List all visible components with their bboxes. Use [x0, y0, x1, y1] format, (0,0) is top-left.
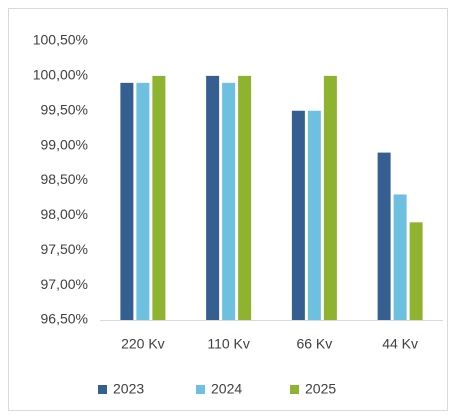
bar [323, 75, 337, 320]
bar [409, 222, 423, 320]
bar [377, 152, 391, 320]
legend-label: 2024 [211, 381, 242, 397]
legend-swatch [98, 385, 107, 394]
bar [222, 82, 236, 320]
x-tick-label: 110 Kv [207, 336, 250, 352]
bar [136, 82, 150, 320]
y-tick-label: 100,00% [33, 67, 88, 83]
bar [152, 75, 166, 320]
legend-label: 2025 [305, 381, 336, 397]
bar [393, 194, 407, 320]
legend-label: 2023 [113, 381, 144, 397]
y-tick-label: 100,50% [33, 32, 88, 48]
y-tick-label: 98,50% [41, 171, 88, 187]
bar [206, 75, 220, 320]
y-tick-label: 97,00% [41, 276, 88, 292]
y-tick-label: 99,00% [41, 136, 88, 152]
y-tick-label: 96,50% [41, 311, 88, 327]
bar [307, 110, 321, 320]
legend-swatch [196, 385, 205, 394]
y-tick-label: 99,50% [41, 101, 88, 117]
y-tick-label: 97,50% [41, 241, 88, 257]
x-tick-label: 66 Kv [296, 336, 332, 352]
y-tick-label: 98,00% [41, 206, 88, 222]
bar [238, 75, 252, 320]
x-tick-label: 44 Kv [382, 336, 418, 352]
bar [120, 82, 134, 320]
bar [291, 110, 305, 320]
x-tick-label: 220 Kv [121, 336, 165, 352]
legend-swatch [290, 385, 299, 394]
